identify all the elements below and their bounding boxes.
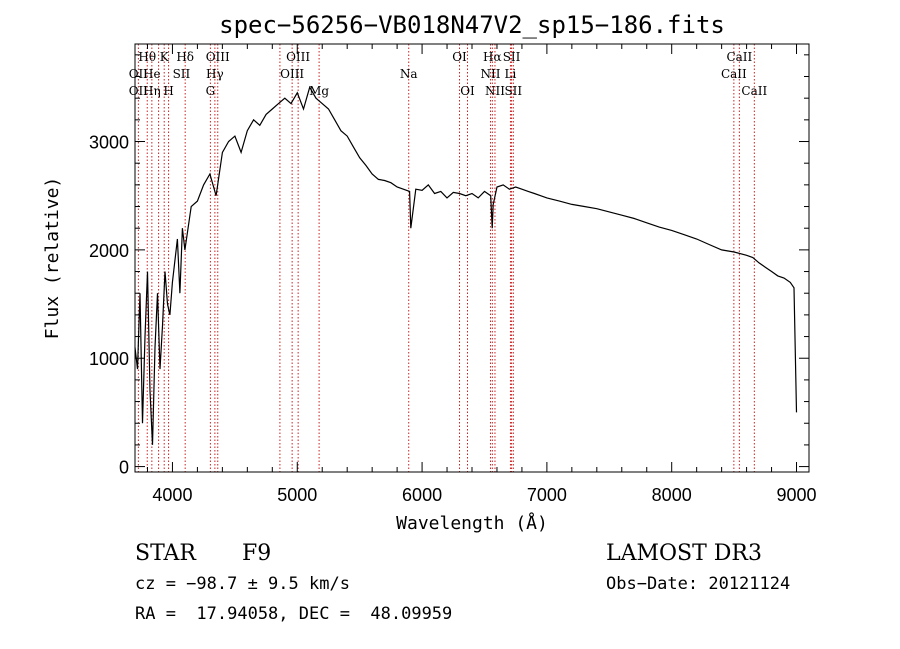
line-marker-label: Mg <box>309 84 329 98</box>
line-marker-label: Hη <box>143 84 161 98</box>
line-marker-label: He <box>143 67 161 81</box>
x-tick-label: 5000 <box>277 485 317 505</box>
spectrum-series-line <box>134 85 798 445</box>
x-tick-label: 4000 <box>152 485 192 505</box>
survey-label: LAMOST DR3 <box>606 541 762 566</box>
x-tick-label: 9000 <box>776 485 816 505</box>
line-marker-label: SII <box>504 84 522 98</box>
radec-label: RA = 17.94058, DEC = 48.09959 <box>135 604 453 624</box>
y-axis-label: Flux (relative) <box>42 177 63 340</box>
line-marker-label: SII <box>173 67 191 81</box>
line-marker-label: Li <box>505 67 517 81</box>
y-tick-label: 3000 <box>89 133 129 153</box>
plot-frame <box>134 43 810 473</box>
line-marker-label: SII <box>503 50 521 64</box>
class-label: STAR <box>135 541 196 566</box>
line-marker-label: OIII <box>206 50 230 64</box>
line-marker-label: OIII <box>286 50 310 64</box>
line-marker-label: Hγ <box>206 67 224 81</box>
line-marker-label: NII <box>480 67 500 81</box>
line-marker-label: H <box>163 84 173 98</box>
line-marker-label: Hθ <box>138 50 156 64</box>
line-marker-label: G <box>206 84 216 98</box>
x-tick-label: 8000 <box>652 485 692 505</box>
x-tick-label: 6000 <box>402 485 442 505</box>
line-marker-label: Na <box>400 67 418 81</box>
line-marker-label: OIII <box>280 67 304 81</box>
chart-title: spec−56256−VB018N47V2_sp15−186.fits <box>219 11 725 39</box>
x-axis-label: Wavelength (Å) <box>396 512 548 534</box>
line-marker-label: OII <box>129 84 149 98</box>
line-marker-label: OI <box>452 50 467 64</box>
line-marker-label: OI <box>460 84 475 98</box>
line-marker-label: CaII <box>741 84 767 98</box>
subclass-label: F9 <box>242 541 272 566</box>
y-tick-label: 1000 <box>89 349 129 369</box>
line-marker-label: CaII <box>726 50 752 64</box>
line-marker-label: CaII <box>721 67 747 81</box>
line-marker-label: Hδ <box>176 50 194 64</box>
y-tick-label: 0 <box>119 458 129 478</box>
line-marker-label: NII <box>485 84 505 98</box>
y-tick-label: 2000 <box>89 241 129 261</box>
x-tick-label: 7000 <box>527 485 567 505</box>
cz-label: cz = −98.7 ± 9.5 km/s <box>135 574 350 594</box>
line-marker-label: Hα <box>483 50 502 64</box>
line-marker-label: K <box>160 50 170 64</box>
obs-date-label: Obs−Date: 20121124 <box>606 574 791 594</box>
line-marker-label: OII <box>129 67 149 81</box>
